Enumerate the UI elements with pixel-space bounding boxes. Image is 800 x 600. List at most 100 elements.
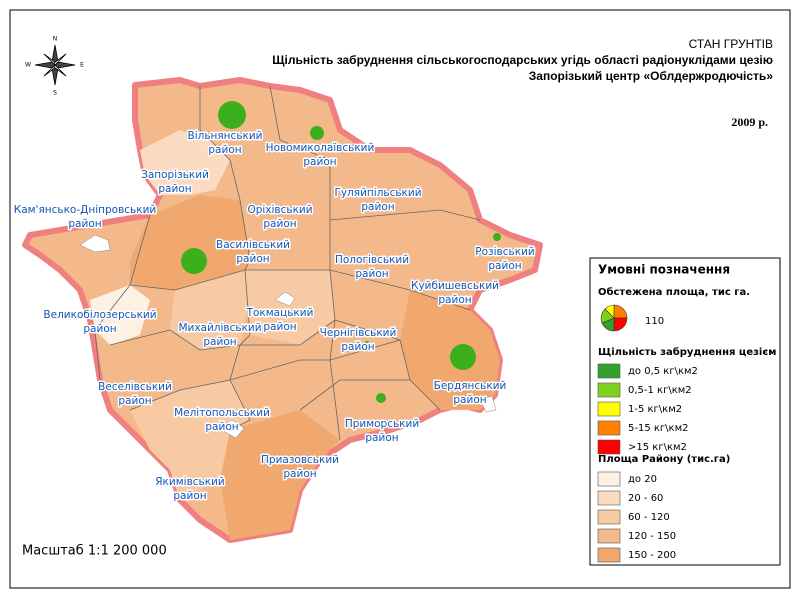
legend-label: 150 - 200 <box>628 550 676 561</box>
legend-swatch <box>597 490 621 506</box>
organization: Запорізький центр «Облдержродючість» <box>529 69 774 83</box>
legend-example: 110 <box>645 316 664 327</box>
compass-label: W <box>25 62 31 69</box>
district-label: Мелітопольський <box>174 407 270 419</box>
district-label: Василівський <box>216 239 290 251</box>
district-label: Приморський <box>345 418 419 430</box>
district-label: район <box>341 341 374 353</box>
district-area <box>400 290 500 410</box>
surveyed-circle <box>310 126 324 140</box>
city <box>79 234 111 253</box>
legend-label: 0,5-1 кг\км2 <box>628 385 692 396</box>
surveyed-circle <box>376 393 386 403</box>
legend-swatch <box>597 401 621 417</box>
district-border <box>109 319 441 411</box>
district-label: Кам'янсько-Дніпровський <box>14 204 156 216</box>
legend: Умовні позначення Обстежена площа, тис г… <box>589 257 781 566</box>
legend-swatch <box>597 420 621 436</box>
legend-section-title: Обстежена площа, тис га. <box>598 286 750 298</box>
district-label: район <box>263 321 296 333</box>
district-label: Веселівський <box>98 381 172 393</box>
legend-label: до 0,5 кг\км2 <box>628 366 698 377</box>
legend-section-title: Щільність забруднення цезієм <box>598 346 776 358</box>
legend-label: 120 - 150 <box>628 531 676 542</box>
legend-label: до 20 <box>628 474 657 485</box>
district-area <box>245 270 335 345</box>
surveyed-circle <box>218 101 246 129</box>
district-label: район <box>158 183 191 195</box>
district-labels: Вільнянський район Новомиколаївський район З… <box>12 129 536 504</box>
district-label: Якимівський <box>155 476 224 488</box>
city <box>479 395 497 413</box>
district-label: район <box>365 432 398 444</box>
compass-label: E <box>80 62 84 69</box>
legend-label: 60 - 120 <box>628 512 670 523</box>
district-label: Чернігівський <box>320 327 397 339</box>
district-border <box>129 339 401 411</box>
district-label: район <box>173 490 206 502</box>
legend-swatch <box>597 363 621 379</box>
district-label: район <box>355 268 388 280</box>
district-label: Запорізький <box>141 169 209 181</box>
legend-label: 20 - 60 <box>628 493 663 504</box>
legend-swatch <box>597 528 621 544</box>
district-label: район <box>263 218 296 230</box>
district-label: Оріхівський <box>247 204 312 216</box>
district-label: Вільнянський <box>187 130 262 142</box>
legend-swatch <box>597 547 621 563</box>
district-label: район <box>68 218 101 230</box>
legend-swatch <box>597 382 621 398</box>
district-area <box>90 285 150 345</box>
compass-arrow <box>53 53 67 66</box>
district-label: Пологівський <box>335 254 409 266</box>
district-label: Гуляйпільський <box>334 187 421 199</box>
district-label: район <box>303 156 336 168</box>
surveyed-circle <box>493 233 501 241</box>
city <box>274 291 296 307</box>
city <box>217 419 245 439</box>
district-label: район <box>488 260 521 272</box>
district-label: район <box>236 253 269 265</box>
frame <box>9 9 791 589</box>
year: 2009 р. <box>731 115 768 129</box>
district-border <box>129 269 471 311</box>
compass-label: S <box>53 90 57 97</box>
district-label: район <box>438 294 471 306</box>
legend-label: 5-15 кг\км2 <box>628 423 688 434</box>
legend-label: >15 кг\км2 <box>628 442 687 453</box>
district-label: район <box>283 468 316 480</box>
surveyed-circle <box>364 341 370 347</box>
compass <box>34 44 76 86</box>
legend-swatch <box>597 471 621 487</box>
district-area <box>140 130 230 195</box>
district-label: район <box>203 336 236 348</box>
compass-labels: N S W E <box>25 36 84 97</box>
title: СТАН ГРУНТІВ <box>689 37 773 51</box>
surveyed-circle <box>181 248 207 274</box>
compass-arrow <box>54 61 76 69</box>
legend-swatch <box>597 439 621 455</box>
district-area <box>130 380 250 500</box>
legend-swatch <box>597 509 621 525</box>
pie-slice <box>604 304 615 319</box>
district-label: район <box>83 323 116 335</box>
district-border <box>299 379 410 411</box>
district-label: Розівський <box>475 246 534 258</box>
district-area <box>170 270 250 350</box>
compass-arrow <box>53 64 67 77</box>
district-label: Приазовський <box>261 454 339 466</box>
district-label: Великобілозерський <box>43 309 156 321</box>
surveyed-circles <box>181 101 501 403</box>
district-label: Токмацький <box>246 307 314 319</box>
compass-label: N <box>53 36 58 43</box>
legend-section-title: Площа Району (тис.га) <box>598 454 730 465</box>
legend-pie <box>600 304 628 332</box>
district-label: Бердянський <box>434 380 507 392</box>
district-label: Михайлівський <box>178 322 261 334</box>
subtitle: Щільність забруднення сільськогосподарсь… <box>272 53 773 67</box>
district-label: район <box>208 144 241 156</box>
compass-arrow <box>34 61 56 69</box>
district-label: Куйбишевський <box>411 280 499 292</box>
district-label: район <box>453 394 486 406</box>
